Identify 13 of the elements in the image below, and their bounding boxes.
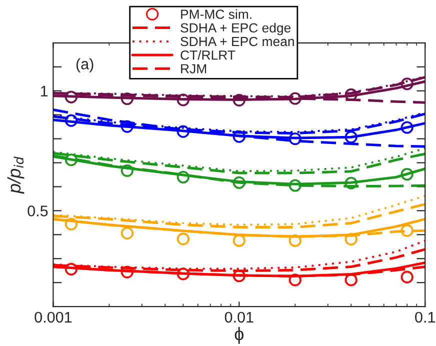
x-axis-title: ϕ bbox=[234, 327, 244, 344]
legend-label: CT/RLRT bbox=[180, 50, 236, 60]
y-axis-title: p/p$_{id}$ bbox=[7, 156, 24, 194]
y-tick-label: 1 bbox=[41, 86, 48, 96]
legend-label: PM-MC sim. bbox=[181, 9, 252, 19]
y-tick-label: 0.5 bbox=[28, 206, 48, 216]
legend-label: SDHA + EPC mean bbox=[180, 36, 294, 46]
legend-label: SDHA + EPC edge bbox=[180, 22, 291, 36]
x-tick-label: 0.001 bbox=[34, 312, 72, 323]
x-tick-label: 0.1 bbox=[415, 312, 435, 323]
annotation: (a) bbox=[76, 58, 94, 72]
x-tick-label: 0.01 bbox=[224, 312, 254, 323]
legend-label: RJM bbox=[181, 64, 206, 74]
